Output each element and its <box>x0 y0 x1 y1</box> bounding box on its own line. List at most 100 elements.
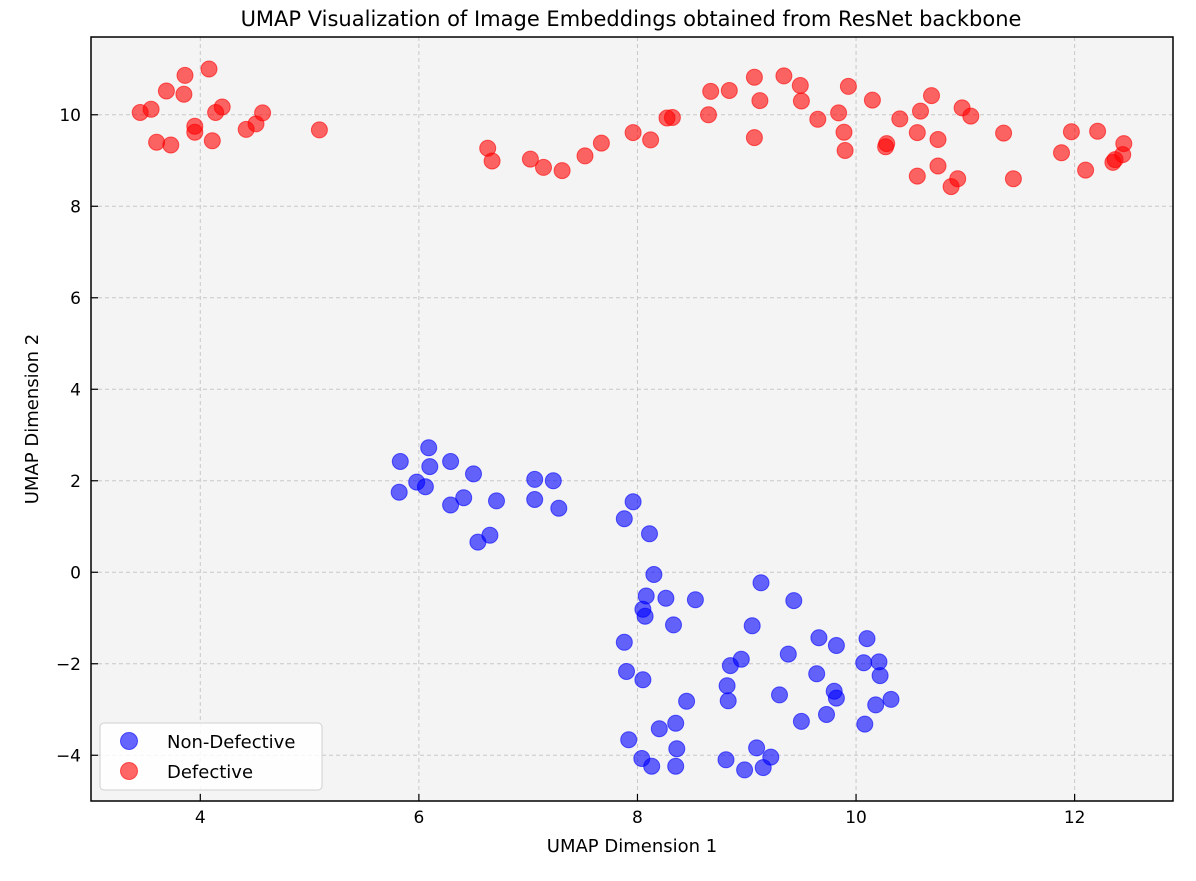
point-defective <box>592 134 610 152</box>
point-non-defective <box>641 525 658 543</box>
point-defective <box>535 158 552 176</box>
point-defective <box>663 109 681 126</box>
point-defective <box>908 124 926 142</box>
legend-label-defective: Defective <box>167 762 253 783</box>
point-non-defective <box>421 458 439 476</box>
point-defective <box>891 110 909 128</box>
point-defective <box>1077 161 1095 179</box>
y-tick-label: 4 <box>70 380 81 400</box>
point-non-defective <box>390 483 408 501</box>
point-defective <box>792 92 810 110</box>
point-non-defective <box>818 706 835 723</box>
point-defective <box>775 67 793 85</box>
y-tick-label: 8 <box>70 197 81 217</box>
point-non-defective <box>488 492 505 510</box>
point-defective <box>1053 144 1070 162</box>
series-non-defective <box>390 439 900 779</box>
point-non-defective <box>686 591 704 609</box>
point-defective <box>995 124 1013 142</box>
point-non-defective <box>743 617 761 635</box>
y-tick-label: 6 <box>70 289 81 309</box>
point-defective <box>483 152 501 170</box>
point-defective <box>157 82 175 100</box>
point-defective <box>1004 170 1022 188</box>
point-non-defective <box>752 574 770 592</box>
point-non-defective <box>808 665 826 683</box>
point-defective <box>809 110 827 128</box>
point-defective <box>1062 123 1080 141</box>
point-defective <box>830 104 848 122</box>
point-non-defective <box>732 650 750 668</box>
point-defective <box>576 147 594 165</box>
point-non-defective <box>856 715 874 733</box>
point-defective <box>751 92 769 110</box>
point-defective <box>142 100 160 118</box>
point-non-defective <box>618 663 635 680</box>
point-non-defective <box>779 645 797 663</box>
y-tick-label: −4 <box>56 746 81 766</box>
point-non-defective <box>442 453 460 470</box>
series-defective <box>131 60 1133 196</box>
data-points <box>131 60 1133 779</box>
point-defective <box>624 124 642 142</box>
point-non-defective <box>717 751 735 769</box>
point-non-defective <box>615 510 633 528</box>
chart-title: UMAP Visualization of Image Embeddings o… <box>241 7 1022 31</box>
point-non-defective <box>871 667 889 685</box>
point-non-defective <box>645 566 663 583</box>
point-defective <box>835 123 853 141</box>
grid-lines <box>91 37 1173 801</box>
x-tick-label: 6 <box>413 808 424 828</box>
x-tick-label: 12 <box>1064 808 1086 828</box>
point-defective <box>700 106 717 124</box>
x-tick-label: 8 <box>632 808 643 828</box>
point-defective <box>745 129 763 147</box>
legend: Non-Defective Defective <box>99 722 323 791</box>
point-defective <box>878 135 896 153</box>
y-tick-label: 10 <box>59 106 81 126</box>
point-non-defective <box>634 671 652 689</box>
point-non-defective <box>526 491 544 508</box>
x-tick-label: 10 <box>845 808 867 828</box>
point-defective <box>745 68 763 86</box>
y-axis-label: UMAP Dimension 2 <box>22 334 43 504</box>
point-defective <box>186 123 204 141</box>
point-non-defective <box>391 453 409 470</box>
point-non-defective <box>416 478 434 496</box>
point-defective <box>254 104 272 122</box>
point-non-defective <box>867 696 885 714</box>
point-non-defective <box>550 499 568 517</box>
point-non-defective <box>544 472 562 490</box>
point-non-defective <box>754 759 772 777</box>
point-non-defective <box>771 686 788 704</box>
point-non-defective <box>643 757 661 775</box>
point-non-defective <box>792 712 810 730</box>
point-non-defective <box>420 439 438 457</box>
point-defective <box>553 162 571 180</box>
point-non-defective <box>620 731 638 749</box>
axis-ticks: 4 6 8 10 12 −4 −2 0 2 4 6 8 10 <box>56 106 1086 828</box>
point-non-defective <box>827 637 845 654</box>
y-tick-label: 0 <box>70 563 81 583</box>
point-defective <box>863 91 881 109</box>
point-non-defective <box>858 630 876 648</box>
point-defective <box>521 150 539 168</box>
point-non-defective <box>748 739 766 757</box>
point-defective <box>175 85 193 103</box>
y-tick-label: −2 <box>56 655 81 675</box>
point-defective <box>923 87 940 105</box>
point-non-defective <box>667 714 685 732</box>
point-non-defective <box>668 740 686 758</box>
x-tick-label: 4 <box>195 808 206 828</box>
point-defective <box>200 60 218 78</box>
point-defective <box>908 167 926 185</box>
point-defective <box>839 77 857 95</box>
point-defective <box>962 107 980 125</box>
point-defective <box>702 82 720 100</box>
point-defective <box>949 170 967 188</box>
point-non-defective <box>667 757 685 775</box>
point-defective <box>176 66 194 84</box>
point-non-defective <box>657 589 675 607</box>
legend-box <box>99 722 323 791</box>
